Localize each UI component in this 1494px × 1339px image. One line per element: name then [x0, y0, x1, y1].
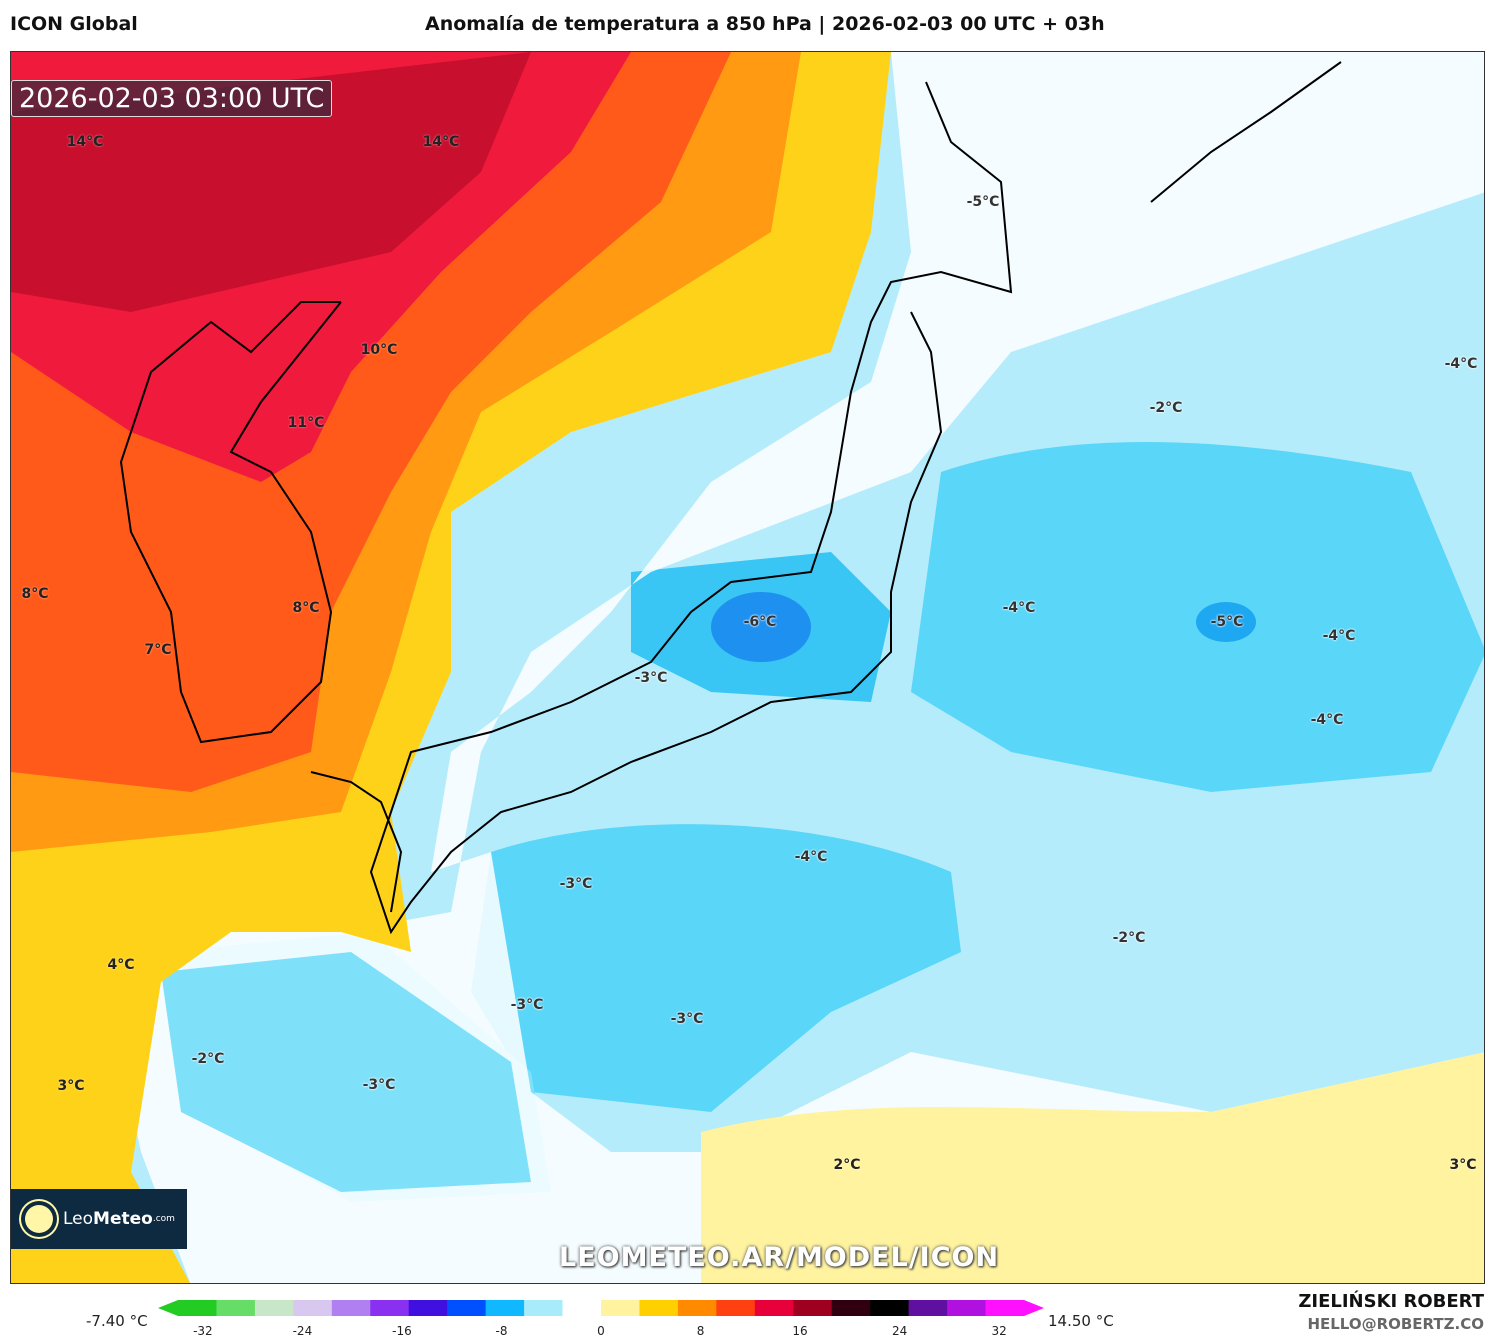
coastlines [119, 61, 1342, 935]
map-fill [11, 52, 1484, 1283]
colorbar-swatch [947, 1300, 987, 1316]
warm-pale-se [701, 1052, 1484, 1283]
colorbar-swatch [524, 1300, 564, 1316]
contour-label: 4°C [107, 957, 135, 973]
colorbar-tick-label: 0 [597, 1324, 605, 1338]
contour-label: -4°C [1310, 712, 1344, 728]
author-email: HELLO@ROBERTZ.CO [1307, 1315, 1484, 1333]
contour-label: 8°C [292, 600, 320, 616]
colorbar-tick-label: -32 [193, 1324, 213, 1338]
colorbar-tick-label: -16 [392, 1324, 412, 1338]
contour-label: -3°C [510, 997, 544, 1013]
colorbar-swatch [985, 1300, 1025, 1316]
contour-label: -4°C [794, 849, 828, 865]
contour-label: -4°C [1444, 356, 1478, 372]
contour-label: -3°C [559, 876, 593, 892]
logo-text-leo: Leo [63, 1209, 94, 1229]
colorbar-swatch [677, 1300, 717, 1316]
sun-icon [25, 1205, 53, 1233]
colorbar-swatch [831, 1300, 871, 1316]
contour-label: 3°C [1449, 1157, 1477, 1173]
colorbar-swatch [754, 1300, 794, 1316]
colorbar-tick-label: 32 [991, 1324, 1007, 1338]
colorbar-swatch [562, 1300, 602, 1316]
contour-label: -3°C [362, 1077, 396, 1093]
logo-text-meteo: Meteo [93, 1209, 153, 1229]
colorbar-swatch [639, 1300, 679, 1316]
colorbar-swatch [793, 1300, 833, 1316]
colorbar-swatch [178, 1300, 217, 1316]
map-title: Anomalía de temperatura a 850 hPa | 2026… [425, 13, 1105, 35]
contour-label: 10°C [360, 342, 398, 358]
contour-label: -3°C [634, 670, 668, 686]
colorbar-swatch [908, 1300, 948, 1316]
colorbar-tick-label: 24 [891, 1324, 908, 1338]
contour-label: 8°C [21, 586, 49, 602]
cold-south-zone2 [161, 952, 531, 1192]
model-name: ICON Global [10, 13, 138, 35]
colorbar-arrow [158, 1300, 178, 1316]
colorbar-swatch [716, 1300, 756, 1316]
contour-label: 3°C [57, 1078, 85, 1094]
colorbar-swatch [601, 1300, 640, 1316]
colorbar-swatch [485, 1300, 525, 1316]
contour-label: -6°C [743, 614, 777, 630]
temperature-anomaly-map[interactable]: 2026-02-03 03:00 UTC 14°C 14°C 10°C 11°C 8°C… [10, 51, 1485, 1284]
colorbar-tick-label: 16 [792, 1324, 808, 1338]
contour-label: -5°C [1210, 614, 1244, 630]
contour-label: 11°C [287, 415, 325, 431]
colorbar-swatch [370, 1300, 410, 1316]
contour-label: -2°C [1112, 930, 1146, 946]
colorbar-tick-label: 8 [696, 1324, 705, 1338]
colorbar-arrow [1024, 1300, 1044, 1316]
leometeo-logo[interactable]: Leo Meteo .com [11, 1189, 187, 1249]
colorbar-swatch [870, 1300, 910, 1316]
colorbar-tick-label: -8 [495, 1324, 508, 1338]
colorbar [158, 1300, 1044, 1316]
logo-text-com: .com [152, 1214, 175, 1224]
contour-label: -3°C [670, 1011, 704, 1027]
cold-sea-zone [471, 824, 961, 1112]
contour-label: 14°C [66, 134, 104, 150]
colorbar-swatch [216, 1300, 256, 1316]
contour-label: -2°C [191, 1051, 225, 1067]
white-band [111, 52, 1484, 1283]
warm-darkred [11, 52, 531, 312]
contour-label: -4°C [1002, 600, 1036, 616]
contour-label: -4°C [1322, 628, 1356, 644]
colorbar-swatch [408, 1300, 448, 1316]
colorbar-min-label: -7.40 °C [86, 1312, 148, 1330]
valid-time-stamp: 2026-02-03 03:00 UTC [11, 80, 333, 117]
author-name: ZIELIŃSKI ROBERT [1298, 1291, 1484, 1312]
watermark-url: LEOMETEO.AR/MODEL/ICON [559, 1242, 1000, 1273]
colorbar-max-label: 14.50 °C [1048, 1312, 1114, 1330]
colorbar-swatch [254, 1300, 294, 1316]
contour-label: 14°C [422, 134, 460, 150]
colorbar-swatch [293, 1300, 333, 1316]
colorbar-swatch [331, 1300, 371, 1316]
contour-label: -5°C [966, 194, 1000, 210]
contour-label: 2°C [833, 1157, 861, 1173]
colorbar-tick-label: -24 [292, 1324, 313, 1338]
colorbar-swatch [447, 1300, 487, 1316]
contour-label: 7°C [144, 642, 172, 658]
contour-label: -2°C [1149, 400, 1183, 416]
